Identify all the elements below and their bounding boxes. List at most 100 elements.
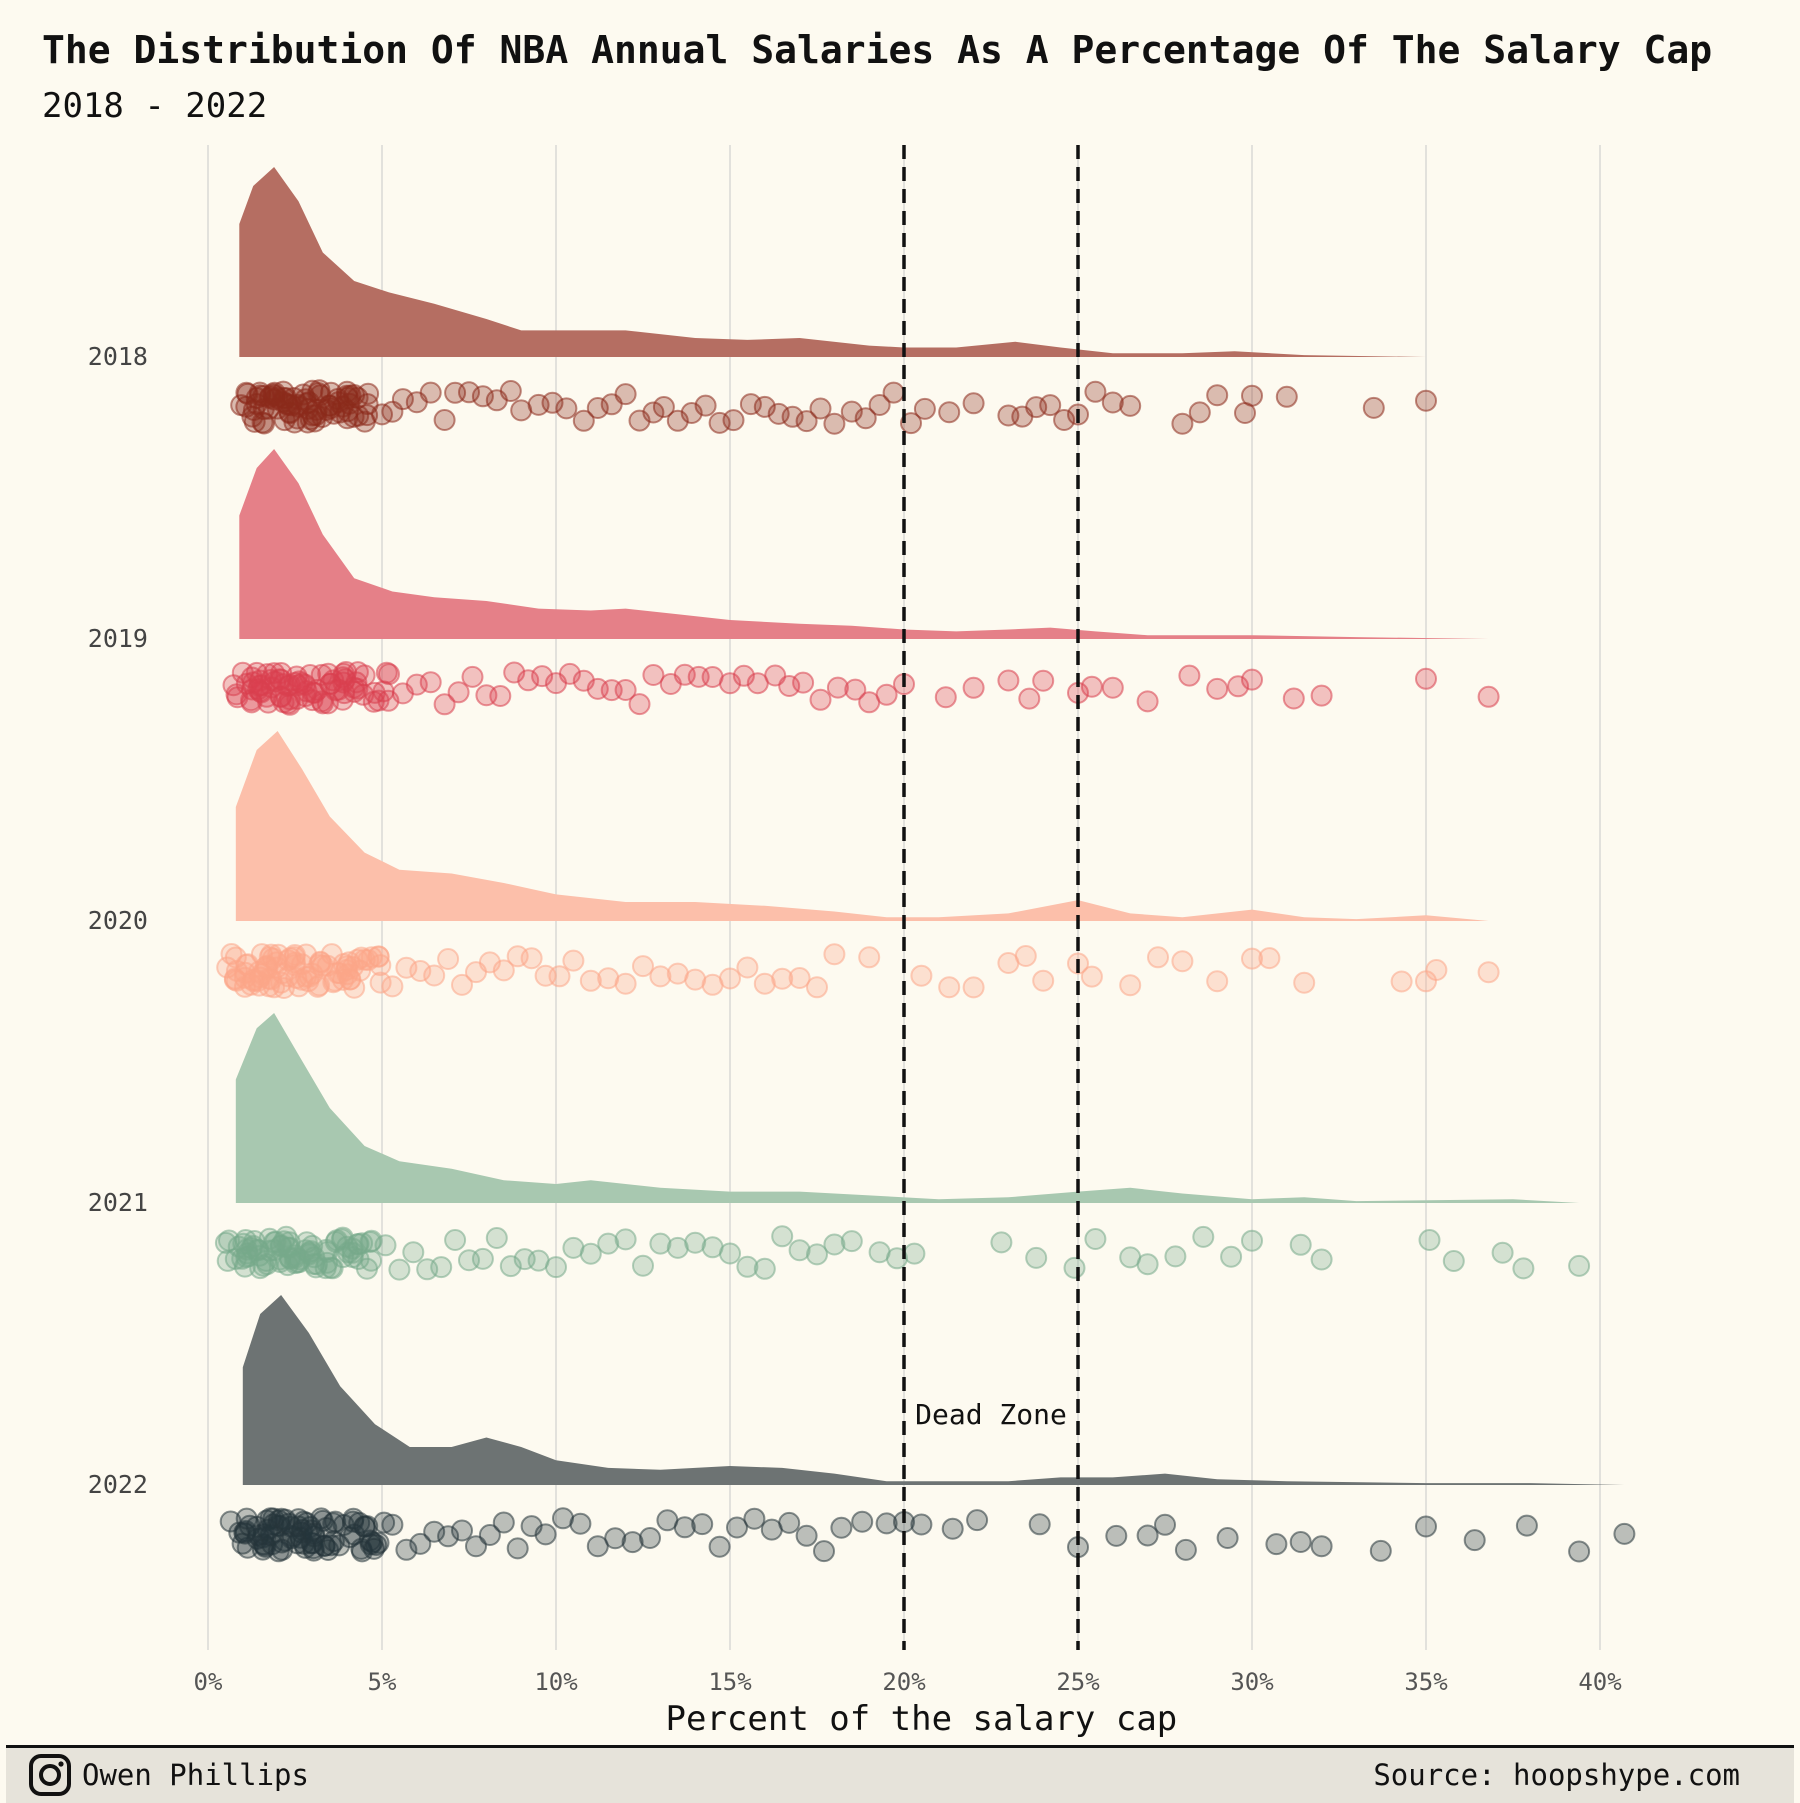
data-point bbox=[534, 1523, 557, 1546]
data-point bbox=[1477, 961, 1500, 984]
data-point bbox=[771, 1225, 794, 1248]
data-point bbox=[604, 1527, 627, 1550]
data-point bbox=[642, 401, 665, 424]
x-tick-label: 15% bbox=[708, 1668, 752, 1696]
label-layer: 0% 5% 10% 15% 20% 25% 30% 35% 40% Percent of the … bbox=[88, 342, 1622, 1739]
data-point bbox=[346, 661, 369, 684]
data-point bbox=[1425, 959, 1448, 981]
data-point bbox=[691, 1513, 714, 1536]
data-point bbox=[1275, 385, 1298, 408]
data-point bbox=[806, 976, 828, 999]
y-tick-label: 2022 bbox=[88, 1470, 148, 1499]
data-point bbox=[430, 1256, 453, 1279]
data-point bbox=[649, 965, 672, 988]
data-point bbox=[830, 1516, 853, 1539]
data-point bbox=[694, 394, 717, 417]
data-point bbox=[719, 967, 741, 990]
footer: Owen Phillips Source: hoopshype.com bbox=[6, 1745, 1794, 1803]
data-point bbox=[614, 679, 637, 701]
data-point bbox=[708, 1535, 731, 1558]
data-point bbox=[771, 967, 794, 990]
data-point bbox=[684, 1231, 707, 1254]
data-point bbox=[374, 1234, 397, 1257]
x-tick-label: 35% bbox=[1404, 1668, 1448, 1696]
data-point bbox=[788, 967, 811, 989]
data-point bbox=[840, 1230, 863, 1253]
dead-zone-annotation: Dead Zone bbox=[915, 1398, 1067, 1431]
data-point bbox=[652, 396, 675, 418]
data-point bbox=[395, 1538, 418, 1561]
data-point bbox=[903, 1242, 926, 1265]
data-point bbox=[813, 1540, 835, 1563]
data-point bbox=[614, 972, 637, 995]
data-point bbox=[858, 946, 881, 969]
data-point bbox=[489, 685, 512, 707]
data-point bbox=[569, 1512, 592, 1535]
data-point bbox=[1154, 1513, 1176, 1536]
data-point bbox=[649, 1232, 672, 1255]
data-point bbox=[913, 397, 936, 420]
data-point bbox=[1282, 687, 1305, 710]
density-ridge-2019 bbox=[239, 449, 1489, 639]
data-point bbox=[938, 401, 961, 424]
data-point bbox=[1101, 391, 1124, 414]
data-point bbox=[1265, 1533, 1288, 1556]
data-point bbox=[363, 1537, 385, 1560]
y-tick-label: 2019 bbox=[88, 624, 148, 653]
data-point bbox=[1418, 1229, 1441, 1251]
data-point bbox=[255, 1249, 278, 1272]
data-point bbox=[1369, 1539, 1392, 1562]
raincloud-chart: 0% 5% 10% 15% 20% 25% 30% 35% 40% Percent of the … bbox=[88, 145, 1636, 1739]
data-point bbox=[1032, 969, 1055, 992]
data-point bbox=[545, 1256, 567, 1279]
data-point bbox=[997, 669, 1020, 692]
data-point bbox=[433, 409, 456, 431]
data-point bbox=[722, 409, 745, 432]
data-point bbox=[1415, 1515, 1437, 1538]
data-point bbox=[451, 973, 473, 996]
data-point bbox=[1362, 396, 1385, 419]
data-point bbox=[1477, 685, 1500, 708]
data-point bbox=[1063, 1256, 1086, 1279]
data-point bbox=[1171, 950, 1194, 973]
data-point bbox=[351, 1232, 374, 1255]
data-point bbox=[910, 1513, 933, 1536]
data-point bbox=[419, 671, 442, 694]
data-point bbox=[308, 953, 331, 976]
instagram-icon bbox=[29, 1754, 71, 1796]
data-point bbox=[1084, 380, 1107, 403]
data-point bbox=[875, 1512, 898, 1535]
data-point bbox=[381, 1513, 404, 1536]
data-point bbox=[461, 665, 484, 688]
data-point bbox=[1136, 690, 1159, 713]
data-point bbox=[253, 412, 275, 435]
data-point bbox=[1293, 971, 1316, 994]
data-point bbox=[541, 391, 564, 414]
data-point bbox=[260, 968, 283, 991]
data-point bbox=[492, 1511, 515, 1534]
x-tick-label: 5% bbox=[368, 1668, 397, 1696]
data-point bbox=[1463, 1529, 1486, 1552]
data-point bbox=[1018, 687, 1041, 710]
data-point bbox=[753, 1257, 776, 1280]
data-point bbox=[844, 678, 867, 701]
data-point bbox=[437, 1525, 460, 1548]
data-point bbox=[423, 1520, 446, 1543]
data-point bbox=[1491, 1241, 1514, 1264]
data-point bbox=[621, 1531, 644, 1554]
data-point bbox=[1216, 1527, 1239, 1549]
data-point bbox=[492, 959, 515, 982]
data-point bbox=[1192, 1225, 1215, 1248]
data-point bbox=[437, 948, 460, 970]
data-point bbox=[1515, 1514, 1538, 1537]
data-point bbox=[409, 1532, 432, 1555]
data-point bbox=[1568, 1254, 1591, 1277]
data-point bbox=[294, 673, 317, 696]
data-point bbox=[1258, 947, 1281, 970]
data-point bbox=[809, 688, 832, 711]
data-point bbox=[1136, 1253, 1159, 1276]
data-point bbox=[1136, 1524, 1159, 1547]
data-point bbox=[517, 669, 540, 692]
data-point bbox=[451, 1519, 473, 1542]
data-point bbox=[823, 943, 846, 966]
